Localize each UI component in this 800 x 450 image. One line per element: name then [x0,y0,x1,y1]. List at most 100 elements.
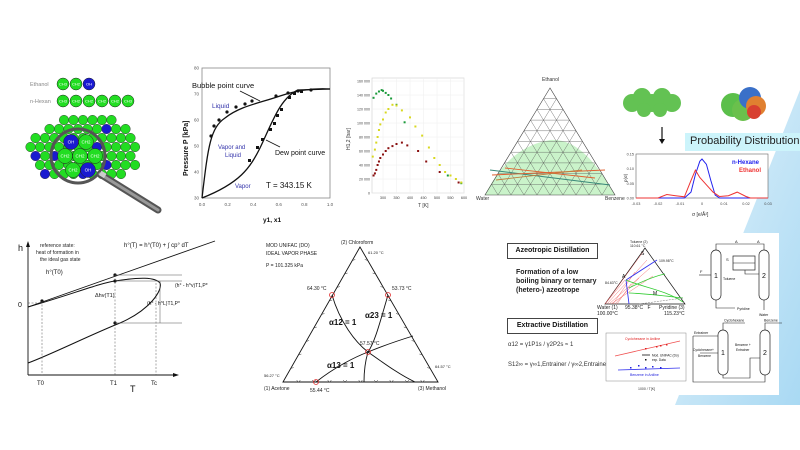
hexane-group-4-label: CH2 [111,99,120,104]
x-tick-label: 1.0 [327,202,334,207]
x-axis-label: 1000 / T[K] [638,387,655,391]
water-label: Water [759,313,769,317]
henry-point-2 [438,171,441,173]
hexane-group-3 [95,94,109,108]
henry-data-points [371,89,463,185]
region-vle-1: Vapor and [218,145,245,151]
temp-right: 64.57 °C [435,364,451,369]
apex-water: Water [476,196,489,202]
zero-label: 0 [18,302,22,309]
ch-sphere [120,124,131,135]
y-tick-label: 70 [194,92,200,97]
henry-constant-chart: 0 20 000 40 000 60 000 80 000 100 000 120 000 1… [346,77,467,209]
x-tick-label: 450 [420,196,426,200]
oh-sphere [40,168,51,179]
ideal-gas-formula: h°(T) = h°(T0) + ∫ cp° dT [124,242,189,249]
ch-sphere [129,141,140,152]
az12-temp: 64.30 °C [307,286,327,292]
ethanol-surface-image [718,80,773,125]
feed-label-2: Benzene [698,354,711,358]
x-tick-label: 0.8 [301,202,308,207]
henry-point-2 [417,150,420,152]
hexane-group-3-label: CH2 [98,99,107,104]
ternary-triangle [282,246,439,383]
region-vapor: Vapor [235,184,251,190]
ch-sphere [59,115,70,126]
y-axis-label: Pressure P [kPa] [183,120,190,176]
x-tick-label: 0.2 [224,202,231,207]
y-tick-label: 100 000 [357,122,370,126]
stream-s: S [726,257,729,262]
henry-point-1 [395,104,398,107]
magnifier-icon [49,127,162,214]
column-2-label: 2 [762,273,766,280]
henry-point-0 [446,174,449,177]
oh-sphere [30,150,41,161]
az13-temp: 55.44 °C [310,388,330,394]
cyclohexane-line [614,340,681,357]
henry-point-2 [425,160,428,163]
tick-tc: Tc [151,381,157,387]
henry-point-1 [384,111,387,114]
reference-note-2: heat of formation in [36,250,79,256]
henry-point-0 [375,92,378,95]
down-arrow-icon [659,127,665,144]
point-m: M [653,291,657,297]
y-axis-label: H1,2 [bar] [346,127,352,150]
selectivity-formula: S12∞ = γ∞1,Entrainer / γ∞2,Entrainer >>1… [508,362,637,368]
henry-point-1 [375,141,378,144]
label-nhexane: n-Hexan [30,99,51,105]
benzene-line [617,367,681,371]
henry-point-0 [387,94,390,96]
stream-a-1: A [735,239,738,244]
apex-pyridine-temp: 115.23°C [664,311,685,317]
henry-point-1 [387,108,390,110]
alpha-formula: α12 = γ1P1s / γ2P2s ≈ 1 [508,342,574,348]
x-axis-label: y1, x1 [263,217,281,224]
legend-exp: exp. Data [652,358,666,362]
ch-sphere [110,141,121,152]
x-tick-label: 0.6 [276,202,283,207]
x-tick-label: 300 [380,196,386,200]
apex-water: Water (1) [597,305,618,311]
y-tick-label: 140 000 [357,94,370,98]
temp-azeo-s: 109.98°C [659,259,674,263]
point-a: A [622,274,626,280]
ch-sphere [115,133,126,144]
henry-point-1 [409,116,411,119]
plot-frame [635,153,769,199]
group-contribution-illustration: Ethanol n-Hexan CH3 CH2 OH CH3 CH2 CH2 CH2 CH2… [25,77,162,214]
ethanol-series [636,168,768,199]
y-tick-label: 60 [194,118,200,123]
ch-sphere [40,133,51,144]
y-tick-label: 0.15 [627,153,634,157]
tick-t0: T0 [37,381,45,387]
y-tick-label: 30 [194,196,200,201]
henry-point-1 [438,164,441,166]
henry-point-1 [371,155,374,158]
dew-points [248,90,303,162]
apex-acetone: (1) Acetone [264,386,290,392]
apex-pyridine-block: Pyridine (3) 115.23°C [659,305,685,317]
magnified-group-label: CH2 [81,140,90,145]
temp-azeo-a: 84.63°C [605,281,618,285]
x-tick-label: 550 [447,196,453,200]
azeotropic-distillation-title: Azeotropic Distillation [507,243,598,259]
apex-pyridine: Pyridine (3) [659,305,685,311]
tie-lines-red [604,251,654,305]
ch-sphere [120,141,131,152]
deviation-liquid-label: (h° - h^L)T1,P* [147,301,180,307]
distillation-boundary-blue [625,279,630,305]
magnified-group-label: OH [85,168,92,173]
toluene-label: Toluene [723,277,735,281]
hexane-group-0-label: CH3 [59,99,68,104]
ch-sphere [87,115,98,126]
henry-point-1 [460,181,463,184]
azeo-text-line-2: boiling binary or ternary [516,278,597,285]
ch-sphere [106,115,117,126]
henry-point-1 [433,157,436,159]
y-tick-label: 0 [368,192,370,196]
bubble-curve-label: Bubble point curve [192,81,254,90]
ch-sphere [106,150,117,161]
henry-point-2 [406,144,409,147]
